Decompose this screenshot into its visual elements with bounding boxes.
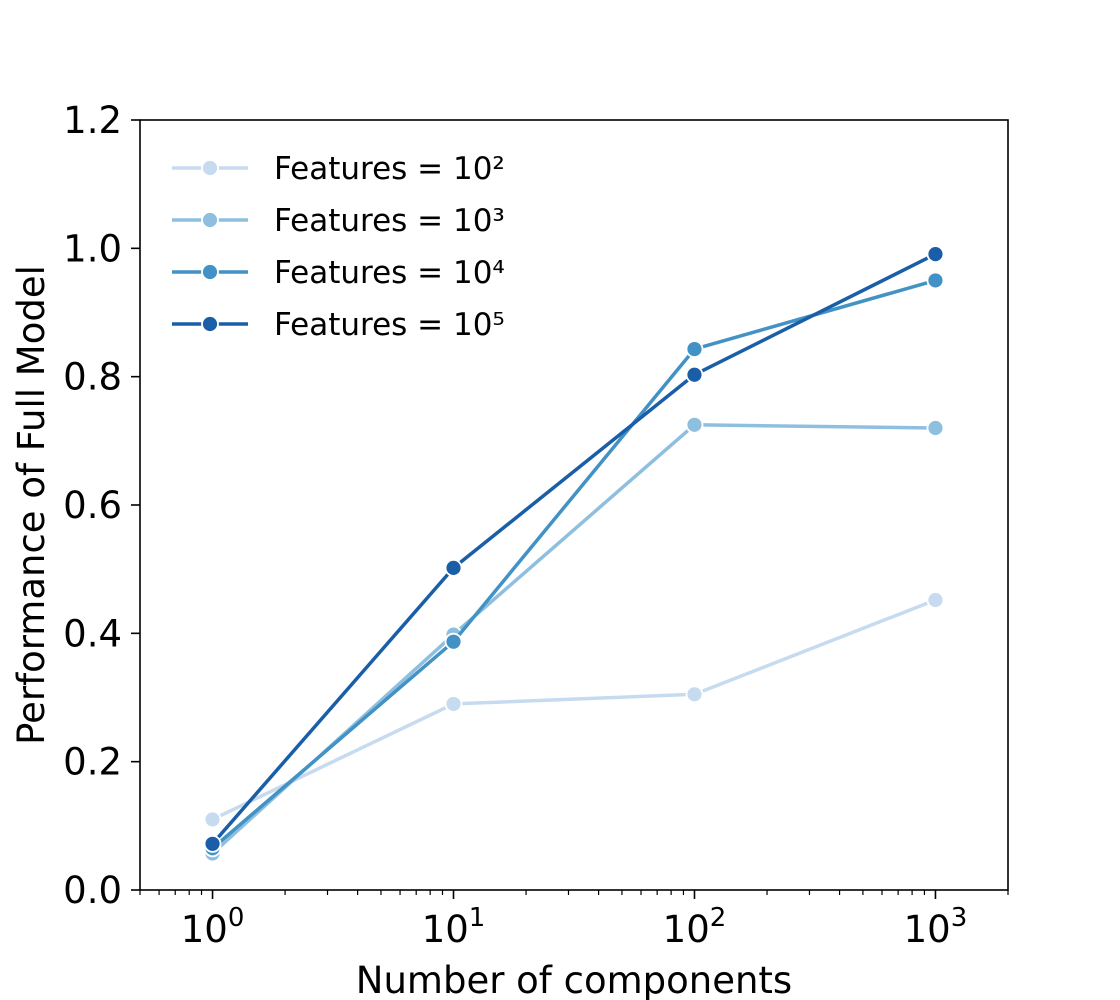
series-1 (203, 591, 945, 829)
legend-label: Features = 10³ (274, 203, 505, 239)
x-axis: 100 101 102 103 (139, 890, 1009, 951)
y-tick-label: 0.6 (63, 484, 122, 527)
data-point (685, 365, 704, 384)
data-point (444, 632, 463, 651)
legend-marker (201, 159, 219, 177)
legend-item: Features = 10³ (172, 203, 505, 239)
data-point (444, 558, 463, 577)
y-tick-label: 0.2 (63, 741, 122, 784)
data-point (444, 695, 463, 713)
series-4 (203, 245, 945, 853)
legend-item: Features = 10² (172, 151, 505, 187)
data-point (685, 685, 704, 704)
series-layer (203, 245, 945, 863)
data-point (926, 271, 945, 290)
data-point (685, 415, 704, 434)
legend-marker (201, 263, 219, 281)
y-tick-label: 0.4 (63, 612, 122, 655)
y-tick-label: 0.0 (63, 869, 122, 912)
y-tick-label: 1.0 (63, 227, 122, 270)
data-point (926, 419, 945, 437)
data-point (926, 591, 945, 609)
data-point (203, 834, 222, 853)
x-tick-label: 102 (663, 903, 727, 951)
legend: Features = 10² Features = 10³ Features = 1… (172, 151, 505, 343)
series-line (211, 252, 937, 845)
legend-label: Features = 10⁵ (274, 307, 505, 343)
series-line (211, 278, 936, 850)
series-line (211, 423, 936, 855)
plot-area-frame (139, 119, 1009, 891)
data-point (926, 245, 945, 264)
data-point (685, 340, 704, 358)
legend-marker (201, 211, 219, 229)
y-tick-label: 0.8 (63, 356, 122, 399)
y-tick-label: 1.2 (63, 99, 122, 142)
legend-label: Features = 10⁴ (274, 255, 505, 291)
x-axis-label: Number of components (356, 959, 792, 1000)
y-axis-label: Performance of Full Model (10, 265, 53, 745)
legend-item: Features = 10⁴ (172, 255, 505, 291)
legend-label: Features = 10² (274, 151, 505, 187)
x-tick-label: 103 (904, 903, 968, 951)
x-tick-label: 100 (181, 903, 245, 951)
data-point (203, 810, 222, 829)
legend-item: Features = 10⁵ (172, 307, 505, 343)
legend-marker (201, 315, 219, 333)
x-tick-label: 101 (422, 903, 486, 951)
y-axis: 0.0 0.2 0.4 0.6 0.8 1.0 1.2 (63, 99, 140, 912)
series-line (211, 598, 937, 821)
